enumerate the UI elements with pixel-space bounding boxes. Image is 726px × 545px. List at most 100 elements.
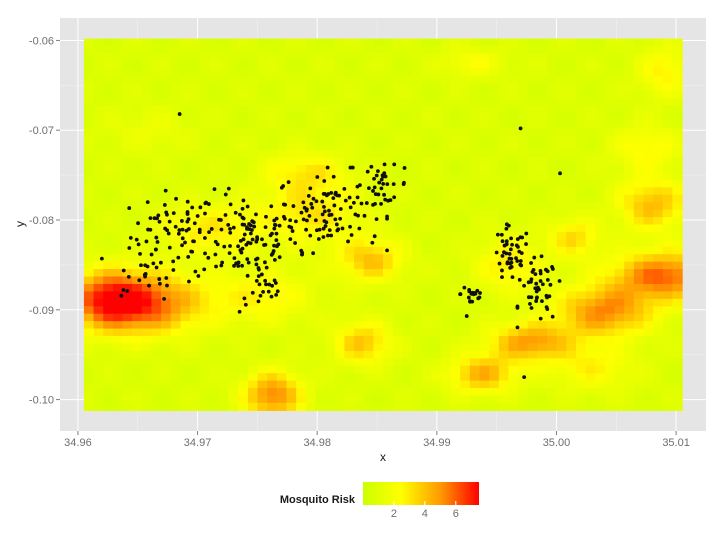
- heatmap-cell: [315, 321, 326, 330]
- heatmap-cell: [633, 321, 645, 330]
- heatmap-cell: [354, 276, 365, 285]
- heatmap-cell: [614, 254, 625, 263]
- heatmap-cell: [218, 172, 230, 181]
- data-point: [242, 296, 247, 301]
- data-point: [259, 272, 264, 277]
- heatmap-cell: [479, 165, 490, 174]
- heatmap-cell: [566, 75, 577, 84]
- heatmap-cell: [411, 283, 423, 292]
- heatmap-cell: [498, 343, 510, 352]
- heatmap-cell: [305, 350, 317, 359]
- heatmap-cell: [276, 112, 288, 122]
- heatmap-cell: [151, 321, 162, 330]
- heatmap-cell: [498, 261, 510, 270]
- heatmap-cell: [537, 402, 548, 411]
- data-point: [187, 227, 191, 231]
- heatmap-cell: [392, 209, 403, 218]
- heatmap-cell: [373, 112, 384, 122]
- heatmap-cell: [267, 83, 278, 92]
- heatmap-cell: [305, 194, 317, 203]
- heatmap-cell: [132, 261, 143, 270]
- data-point: [177, 112, 182, 116]
- data-point: [204, 200, 208, 205]
- heatmap-cell: [170, 298, 181, 307]
- heatmap-cell: [93, 246, 104, 255]
- heatmap-cell: [354, 239, 365, 248]
- heatmap-cell: [479, 328, 490, 337]
- heatmap-cell: [161, 261, 172, 270]
- heatmap-cell: [498, 298, 510, 307]
- heatmap-cell: [315, 157, 326, 166]
- heatmap-cell: [296, 202, 307, 211]
- heatmap-cell: [489, 68, 500, 77]
- heatmap-cell: [469, 306, 481, 315]
- heatmap-cell: [257, 343, 268, 352]
- heatmap-cell: [363, 365, 374, 374]
- heatmap-cell: [122, 276, 133, 285]
- heatmap-cell: [238, 105, 249, 114]
- heatmap-cell: [421, 306, 432, 315]
- heatmap-cell: [489, 202, 500, 211]
- heatmap-cell: [305, 172, 317, 181]
- heatmap-cell: [141, 38, 153, 47]
- heatmap-cell: [344, 298, 355, 307]
- heatmap-cell: [190, 321, 201, 330]
- heatmap-cell: [296, 283, 307, 292]
- heatmap-cell: [402, 105, 413, 114]
- heatmap-cell: [190, 46, 201, 55]
- heatmap-cell: [479, 60, 490, 69]
- heatmap-cell: [170, 365, 181, 374]
- heatmap-cell: [161, 336, 172, 345]
- heatmap-cell: [199, 350, 210, 359]
- heatmap-cell: [199, 112, 210, 122]
- heatmap-cell: [170, 46, 181, 55]
- heatmap-cell: [315, 343, 326, 352]
- heatmap-cell: [383, 261, 394, 270]
- data-point: [264, 265, 269, 270]
- data-point: [385, 214, 389, 219]
- heatmap-cell: [257, 105, 268, 114]
- heatmap-cell: [450, 321, 461, 330]
- data-point: [247, 222, 251, 226]
- heatmap-cell: [228, 150, 239, 159]
- heatmap-cell: [151, 328, 162, 337]
- heatmap-cell: [267, 343, 278, 352]
- heatmap-cell: [305, 38, 317, 47]
- heatmap-cell: [411, 120, 423, 129]
- y-tick-label: -0.06: [29, 35, 54, 47]
- heatmap-cell: [373, 328, 384, 337]
- heatmap-cell: [151, 388, 162, 397]
- data-point: [236, 264, 241, 268]
- heatmap-cell: [83, 202, 95, 211]
- heatmap-cell: [653, 276, 664, 285]
- heatmap-cell: [518, 224, 529, 233]
- data-point: [261, 290, 265, 294]
- heatmap-cell: [585, 291, 596, 300]
- heatmap-cell: [334, 142, 346, 151]
- heatmap-cell: [325, 90, 336, 99]
- heatmap-cell: [103, 68, 114, 77]
- heatmap-cell: [653, 283, 664, 292]
- heatmap-cell: [575, 172, 587, 181]
- heatmap-cell: [595, 306, 606, 315]
- heatmap-cell: [151, 254, 162, 263]
- heatmap-cell: [363, 402, 374, 411]
- heatmap-cell: [508, 321, 519, 330]
- heatmap-cell: [440, 313, 452, 322]
- heatmap-cell: [363, 261, 374, 270]
- heatmap-cell: [653, 298, 664, 307]
- heatmap-cell: [527, 321, 538, 330]
- heatmap-cell: [180, 202, 191, 211]
- heatmap-cell: [286, 373, 297, 382]
- heatmap-cell: [161, 269, 172, 278]
- data-point: [382, 192, 386, 197]
- heatmap-cell: [392, 239, 403, 248]
- heatmap-cell: [103, 231, 114, 240]
- heatmap-cell: [527, 306, 538, 315]
- heatmap-cell: [392, 306, 403, 315]
- heatmap-cell: [643, 269, 654, 278]
- heatmap-cell: [566, 246, 577, 255]
- data-point: [254, 278, 259, 283]
- heatmap-cell: [325, 246, 336, 255]
